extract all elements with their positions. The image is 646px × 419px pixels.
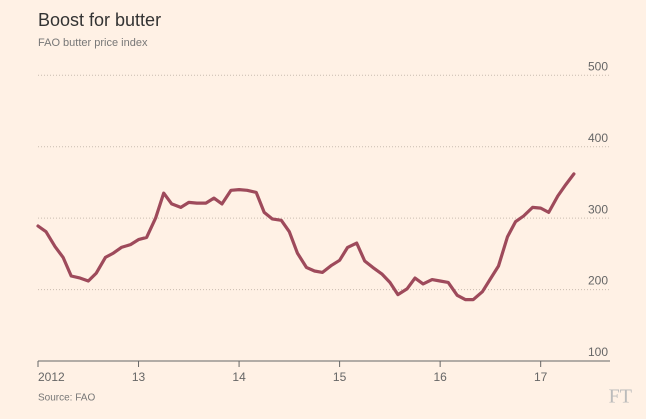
y-tick-label: 100 [588, 345, 608, 359]
chart-subtitle: FAO butter price index [38, 37, 148, 49]
y-tick-label: 200 [588, 274, 608, 288]
y-tick-label: 400 [588, 131, 608, 145]
x-tick-label: 15 [333, 370, 347, 384]
x-tick-label: 2012 [38, 370, 65, 384]
x-tick-label: 13 [132, 370, 146, 384]
logo: FT [609, 386, 632, 408]
y-tick-label: 300 [588, 202, 608, 216]
source: Source: FAO [38, 393, 95, 404]
y-tick-label: 500 [588, 59, 608, 73]
chart-title: Boost for butter [38, 10, 161, 30]
x-tick-label: 16 [433, 370, 447, 384]
x-tick-label: 17 [534, 370, 548, 384]
x-tick-label: 14 [232, 370, 246, 384]
line [36, 172, 576, 302]
